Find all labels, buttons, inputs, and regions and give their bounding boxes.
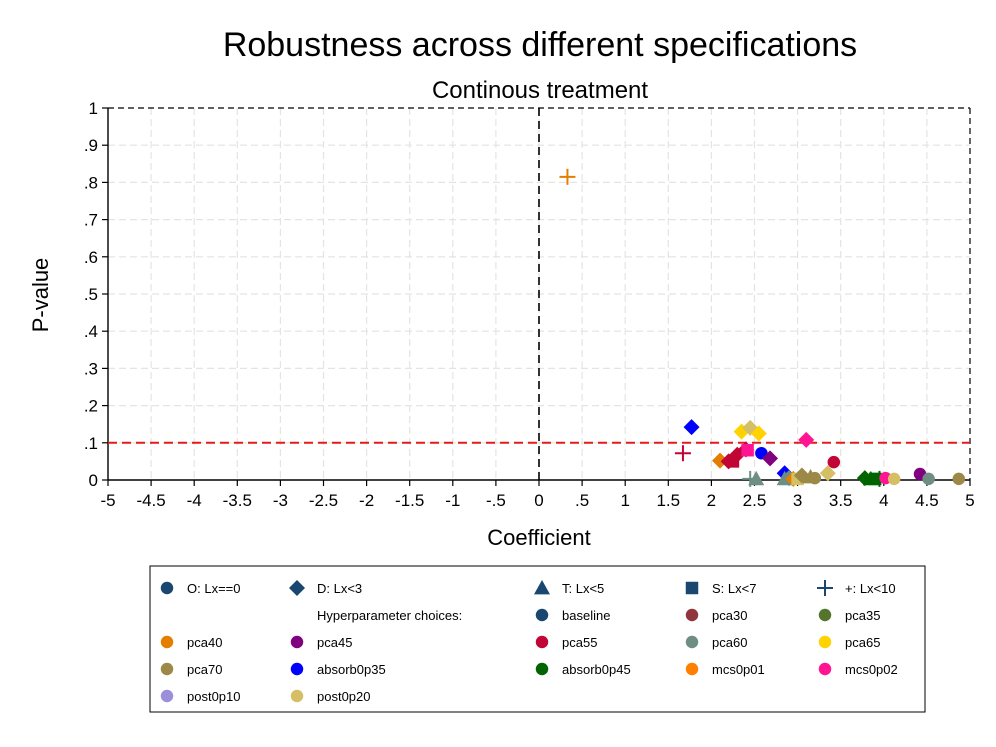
x-tick-label: 0 [534,491,543,510]
legend-label: S: Lx<7 [712,581,756,596]
legend-marker-circle [160,581,174,595]
reference-lines [108,108,970,480]
legend-label: D: Lx<3 [317,581,362,596]
legend-color-swatch [685,608,699,622]
data-point [750,425,767,442]
legend-label: mcs0p01 [712,662,765,677]
legend-color-swatch [290,662,304,676]
x-tick-label: -5 [100,491,115,510]
data-point [762,450,779,467]
legend-label: baseline [562,608,610,623]
legend-label: pca30 [712,608,747,623]
x-tick-label: 3 [793,491,802,510]
y-tick-label: .8 [84,173,98,192]
legend-color-swatch [818,662,832,676]
data-point [559,168,576,185]
axes: -5 -4.5 -4 -3.5 -3 -2.5 -2 -1.5 -1 -.5 0.5 1 1.5 2 2.5… [84,99,975,510]
data-point [683,419,700,436]
legend-color-swatch [535,608,549,622]
y-axis-label: P-value [28,258,53,333]
y-tick-label: .6 [84,248,98,267]
legend-color-swatch [818,608,832,622]
legend-label: +: Lx<10 [845,581,896,596]
x-tick-label: -4.5 [136,491,165,510]
x-tick-label: 2 [707,491,716,510]
legend-label: pca65 [845,635,880,650]
legend-color-swatch [160,635,174,649]
legend-label: pca40 [187,635,222,650]
data-point [922,472,935,486]
legend-label: O: Lx==0 [187,581,240,596]
x-tick-label: .5 [575,491,589,510]
data-point [827,455,841,469]
data-point [952,472,966,486]
data-point [748,470,765,486]
y-tick-label: .5 [84,285,98,304]
x-tick-label: 1 [620,491,629,510]
legend-label: T: Lx<5 [562,581,604,596]
legend-label: absorb0p45 [562,662,631,677]
x-tick-label: 4 [879,491,888,510]
x-tick-label: 5 [965,491,974,510]
x-tick-label: 4.5 [915,491,939,510]
data-point [819,465,836,482]
data-point [674,445,691,462]
legend-marker-triangle [534,580,550,595]
legend-color-swatch [160,662,174,676]
legend-color-swatch [160,689,174,703]
legend-marker-plus [817,580,833,596]
legend-color-swatch [535,635,549,649]
x-tick-label: -1.5 [395,491,424,510]
legend-label: pca35 [845,608,880,623]
data-point [741,444,754,457]
chart-title: Robustness across different specificatio… [223,26,857,64]
legend-label: Hyperparameter choices: [317,608,462,623]
y-tick-label: .3 [84,359,98,378]
y-tick-label: .4 [84,322,98,341]
x-tick-label: -.5 [486,491,506,510]
legend: O: Lx==0 D: Lx<3 T: Lx<5 S: Lx<7 +: Lx<10 Hyp… [149,565,926,713]
y-tick-label: 1 [89,99,98,118]
legend-marker-diamond [289,580,305,596]
y-tick-label: 0 [89,471,98,490]
legend-label: pca55 [562,635,597,650]
y-tick-label: .9 [84,136,98,155]
legend-label: pca60 [712,635,747,650]
legend-label: pca70 [187,662,222,677]
y-tick-label: .7 [84,211,98,230]
data-points [559,168,966,487]
x-tick-label: -2.5 [309,491,338,510]
legend-color-swatch [685,662,699,676]
x-tick-label: 1.5 [656,491,680,510]
chart-subtitle: Continous treatment [432,77,648,104]
legend-label: absorb0p35 [317,662,386,677]
x-tick-label: -2 [359,491,374,510]
data-point [887,472,901,486]
x-tick-label: 3.5 [829,491,853,510]
legend-color-swatch [818,635,832,649]
legend-label: pca45 [317,635,352,650]
legend-color-swatch [290,689,304,703]
x-tick-label: -1 [445,491,460,510]
legend-label: post0p20 [317,689,371,704]
x-tick-label: -4 [187,491,202,510]
x-tick-label: -3 [273,491,288,510]
legend-color-swatch [290,635,304,649]
data-point [798,431,815,448]
legend-marker-square [685,581,699,595]
data-point [808,471,822,485]
legend-color-swatch [535,662,549,676]
y-tick-label: .1 [84,434,98,453]
legend-label: post0p10 [187,689,241,704]
x-tick-label: 2.5 [743,491,767,510]
x-axis-label: Coefficient [487,525,591,550]
legend-label: mcs0p02 [845,662,898,677]
legend-color-swatch [685,635,699,649]
y-tick-label: .2 [84,397,98,416]
x-tick-label: -3.5 [223,491,252,510]
